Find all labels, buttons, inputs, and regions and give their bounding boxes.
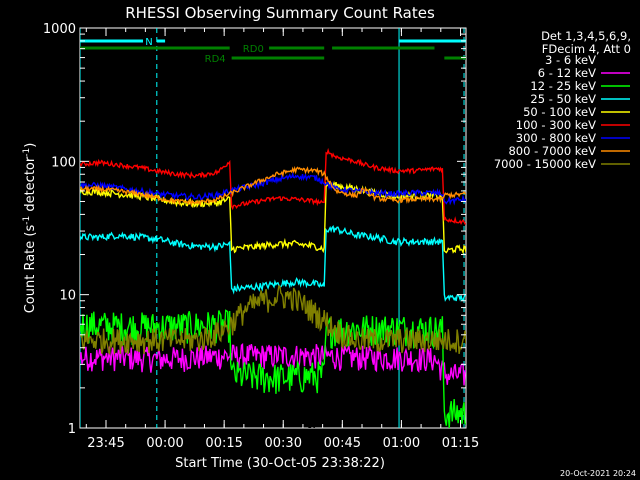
x-tick-label: 01:15 (442, 436, 479, 451)
indicator-label: N (145, 37, 152, 48)
y-tick-label: 1000 (43, 22, 76, 37)
legend-entry-label: 50 - 100 keV (523, 105, 596, 119)
indicator-label: RD0 (243, 44, 264, 55)
legend-entry-label: 100 - 300 keV (516, 118, 596, 132)
indicator-label: RD4 (205, 54, 226, 65)
x-tick-label: 00:30 (265, 436, 302, 451)
series-line (80, 165, 466, 207)
footer-timestamp: 20-Oct-2021 20:24 (560, 469, 636, 478)
x-tick-label: 23:45 (87, 436, 124, 451)
series-line (80, 343, 466, 386)
series-line (80, 309, 466, 428)
legend-entry-label: 300 - 800 keV (516, 131, 596, 145)
series-line (80, 225, 466, 302)
legend-entry-label: 800 - 7000 keV (508, 144, 596, 158)
y-tick-label: 100 (51, 155, 76, 170)
series-line (305, 390, 318, 428)
plot-frame (79, 27, 467, 429)
legend-entry-label: 3 - 6 keV (545, 53, 596, 67)
legend-entry-label: 12 - 25 keV (530, 79, 596, 93)
legend-header-line-1: Det 1,3,4,5,6,9, (541, 29, 631, 43)
legend: Det 1,3,4,5,6,9, FDecim 4, Att 0 3 - 6 k… (494, 29, 631, 171)
y-axis-label: Count Rate (s-1 detector-1) (22, 143, 38, 314)
x-tick-label: 00:15 (205, 436, 242, 451)
y-tick-label: 1 (68, 422, 76, 437)
x-axis-label: Start Time (30-Oct-05 23:38:22) (175, 456, 385, 471)
series-line (80, 285, 466, 356)
chart-title: RHESSI Observing Summary Count Rates (125, 4, 435, 22)
legend-entry-label: 25 - 50 keV (530, 92, 596, 106)
x-tick-label: 00:00 (146, 436, 183, 451)
legend-entry-label: 6 - 12 keV (538, 66, 596, 80)
legend-entry-label: 7000 - 15000 keV (494, 157, 596, 171)
x-tick-label: 01:00 (383, 436, 420, 451)
x-tick-label: 00:45 (324, 436, 361, 451)
y-tick-label: 10 (59, 289, 76, 304)
legend-header-line-2: FDecim 4, Att 0 (542, 42, 631, 56)
series-line (80, 147, 466, 225)
